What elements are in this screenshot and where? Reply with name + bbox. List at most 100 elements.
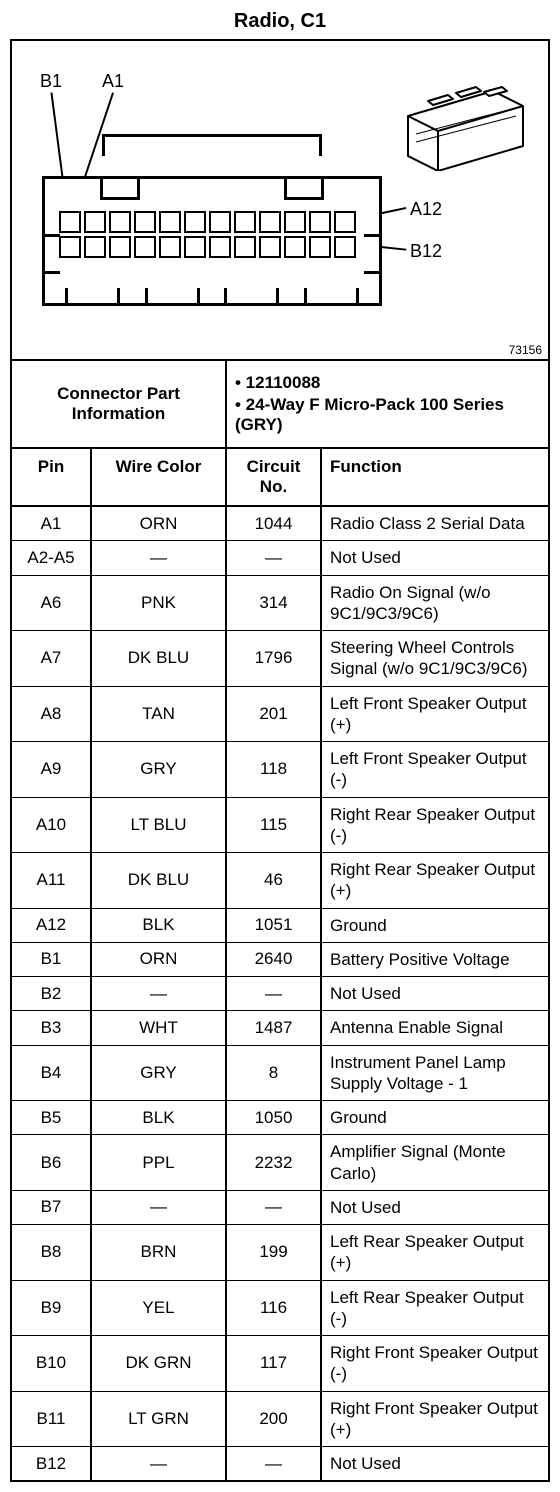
- pin-grid: [59, 211, 356, 258]
- pin-cell: [259, 211, 281, 233]
- table-row: B1ORN2640Battery Positive Voltage: [12, 943, 548, 977]
- table-row: B5BLK1050Ground: [12, 1101, 548, 1135]
- cell-wire-color: DK BLU: [92, 631, 227, 686]
- cell-pin: B9: [12, 1281, 92, 1336]
- pinout-table-body: A1ORN1044Radio Class 2 Serial DataA2-A5—…: [12, 507, 548, 1480]
- table-row: B2——Not Used: [12, 977, 548, 1011]
- cell-wire-color: —: [92, 1191, 227, 1224]
- cell-circuit-no: 1796: [227, 631, 322, 686]
- cell-pin: B8: [12, 1225, 92, 1280]
- cell-wire-color: GRY: [92, 742, 227, 797]
- table-row: A6PNK314Radio On Signal (w/o 9C1/9C3/9C6…: [12, 576, 548, 632]
- connector-front-view: [42, 156, 382, 321]
- pin-cell: [134, 236, 156, 258]
- pin-cell: [59, 236, 81, 258]
- connector-info-header: Connector Part Information: [12, 361, 227, 447]
- table-row: B4GRY8Instrument Panel Lamp Supply Volta…: [12, 1046, 548, 1102]
- pin-cell: [109, 236, 131, 258]
- cell-wire-color: —: [92, 541, 227, 574]
- cell-pin: A8: [12, 687, 92, 742]
- header-function: Function: [322, 449, 548, 505]
- cell-wire-color: LT GRN: [92, 1392, 227, 1447]
- cell-pin: A12: [12, 909, 92, 942]
- cell-pin: B7: [12, 1191, 92, 1224]
- cell-wire-color: LT BLU: [92, 798, 227, 853]
- cell-wire-color: BLK: [92, 909, 227, 942]
- connector-info-row: Connector Part Information • 12110088• 2…: [12, 361, 548, 449]
- pin-cell: [234, 236, 256, 258]
- table-row: B8BRN199Left Rear Speaker Output (+): [12, 1225, 548, 1281]
- page-title: Radio, C1: [10, 10, 550, 33]
- cell-wire-color: BRN: [92, 1225, 227, 1280]
- cell-circuit-no: 1044: [227, 507, 322, 540]
- table-row: B9YEL116Left Rear Speaker Output (-): [12, 1281, 548, 1337]
- table-row: A12BLK1051Ground: [12, 909, 548, 943]
- cell-function: Instrument Panel Lamp Supply Voltage - 1: [322, 1046, 548, 1101]
- table-header: Pin Wire Color Circuit No. Function: [12, 449, 548, 507]
- cell-function: Radio On Signal (w/o 9C1/9C3/9C6): [322, 576, 548, 631]
- cell-circuit-no: —: [227, 1447, 322, 1480]
- connector-info-bullet: • 12110088: [235, 373, 540, 393]
- cell-pin: B6: [12, 1135, 92, 1190]
- cell-circuit-no: 201: [227, 687, 322, 742]
- table-row: B12——Not Used: [12, 1447, 548, 1480]
- cell-function: Radio Class 2 Serial Data: [322, 507, 548, 540]
- pin-cell: [209, 236, 231, 258]
- table-row: A2-A5——Not Used: [12, 541, 548, 575]
- pin-cell: [159, 211, 181, 233]
- pin-cell: [309, 211, 331, 233]
- pin-cell: [134, 211, 156, 233]
- header-pin: Pin: [12, 449, 92, 505]
- cell-pin: B10: [12, 1336, 92, 1391]
- pin-cell: [309, 236, 331, 258]
- pin-cell: [109, 211, 131, 233]
- cell-circuit-no: 46: [227, 853, 322, 908]
- cell-wire-color: PNK: [92, 576, 227, 631]
- cell-circuit-no: 1051: [227, 909, 322, 942]
- connector-info-bullet: • 24-Way F Micro-Pack 100 Series (GRY): [235, 395, 540, 435]
- cell-wire-color: DK GRN: [92, 1336, 227, 1391]
- cell-function: Not Used: [322, 977, 548, 1010]
- cell-wire-color: PPL: [92, 1135, 227, 1190]
- connector-iso-view: [398, 86, 528, 171]
- table-row: A11DK BLU46Right Rear Speaker Output (+): [12, 853, 548, 909]
- cell-circuit-no: 1487: [227, 1011, 322, 1044]
- cell-pin: A2-A5: [12, 541, 92, 574]
- cell-function: Not Used: [322, 541, 548, 574]
- table-row: A7DK BLU1796Steering Wheel Controls Sign…: [12, 631, 548, 687]
- cell-circuit-no: 199: [227, 1225, 322, 1280]
- cell-function: Ground: [322, 909, 548, 942]
- table-row: B10DK GRN117Right Front Speaker Output (…: [12, 1336, 548, 1392]
- cell-function: Left Rear Speaker Output (-): [322, 1281, 548, 1336]
- pin-cell: [334, 236, 356, 258]
- pin-cell: [284, 236, 306, 258]
- cell-wire-color: YEL: [92, 1281, 227, 1336]
- cell-pin: B4: [12, 1046, 92, 1101]
- cell-pin: A1: [12, 507, 92, 540]
- cell-function: Battery Positive Voltage: [322, 943, 548, 976]
- cell-circuit-no: —: [227, 541, 322, 574]
- document-frame: B1 A1 A12 B12: [10, 39, 550, 1482]
- cell-pin: B1: [12, 943, 92, 976]
- cell-function: Antenna Enable Signal: [322, 1011, 548, 1044]
- cell-circuit-no: 117: [227, 1336, 322, 1391]
- cell-function: Right Rear Speaker Output (-): [322, 798, 548, 853]
- pin-cell: [259, 236, 281, 258]
- cell-function: Steering Wheel Controls Signal (w/o 9C1/…: [322, 631, 548, 686]
- connector-info-values: • 12110088• 24-Way F Micro-Pack 100 Seri…: [227, 361, 548, 447]
- cell-function: Not Used: [322, 1191, 548, 1224]
- cell-pin: B11: [12, 1392, 92, 1447]
- table-row: A9GRY118Left Front Speaker Output (-): [12, 742, 548, 798]
- cell-pin: A7: [12, 631, 92, 686]
- cell-pin: A6: [12, 576, 92, 631]
- table-row: B11LT GRN200Right Front Speaker Output (…: [12, 1392, 548, 1448]
- cell-circuit-no: 2640: [227, 943, 322, 976]
- cell-circuit-no: 200: [227, 1392, 322, 1447]
- cell-pin: B2: [12, 977, 92, 1010]
- cell-function: Ground: [322, 1101, 548, 1134]
- cell-wire-color: WHT: [92, 1011, 227, 1044]
- table-row: B3WHT1487Antenna Enable Signal: [12, 1011, 548, 1045]
- cell-circuit-no: 118: [227, 742, 322, 797]
- connector-diagram: B1 A1 A12 B12: [12, 41, 548, 361]
- cell-wire-color: ORN: [92, 507, 227, 540]
